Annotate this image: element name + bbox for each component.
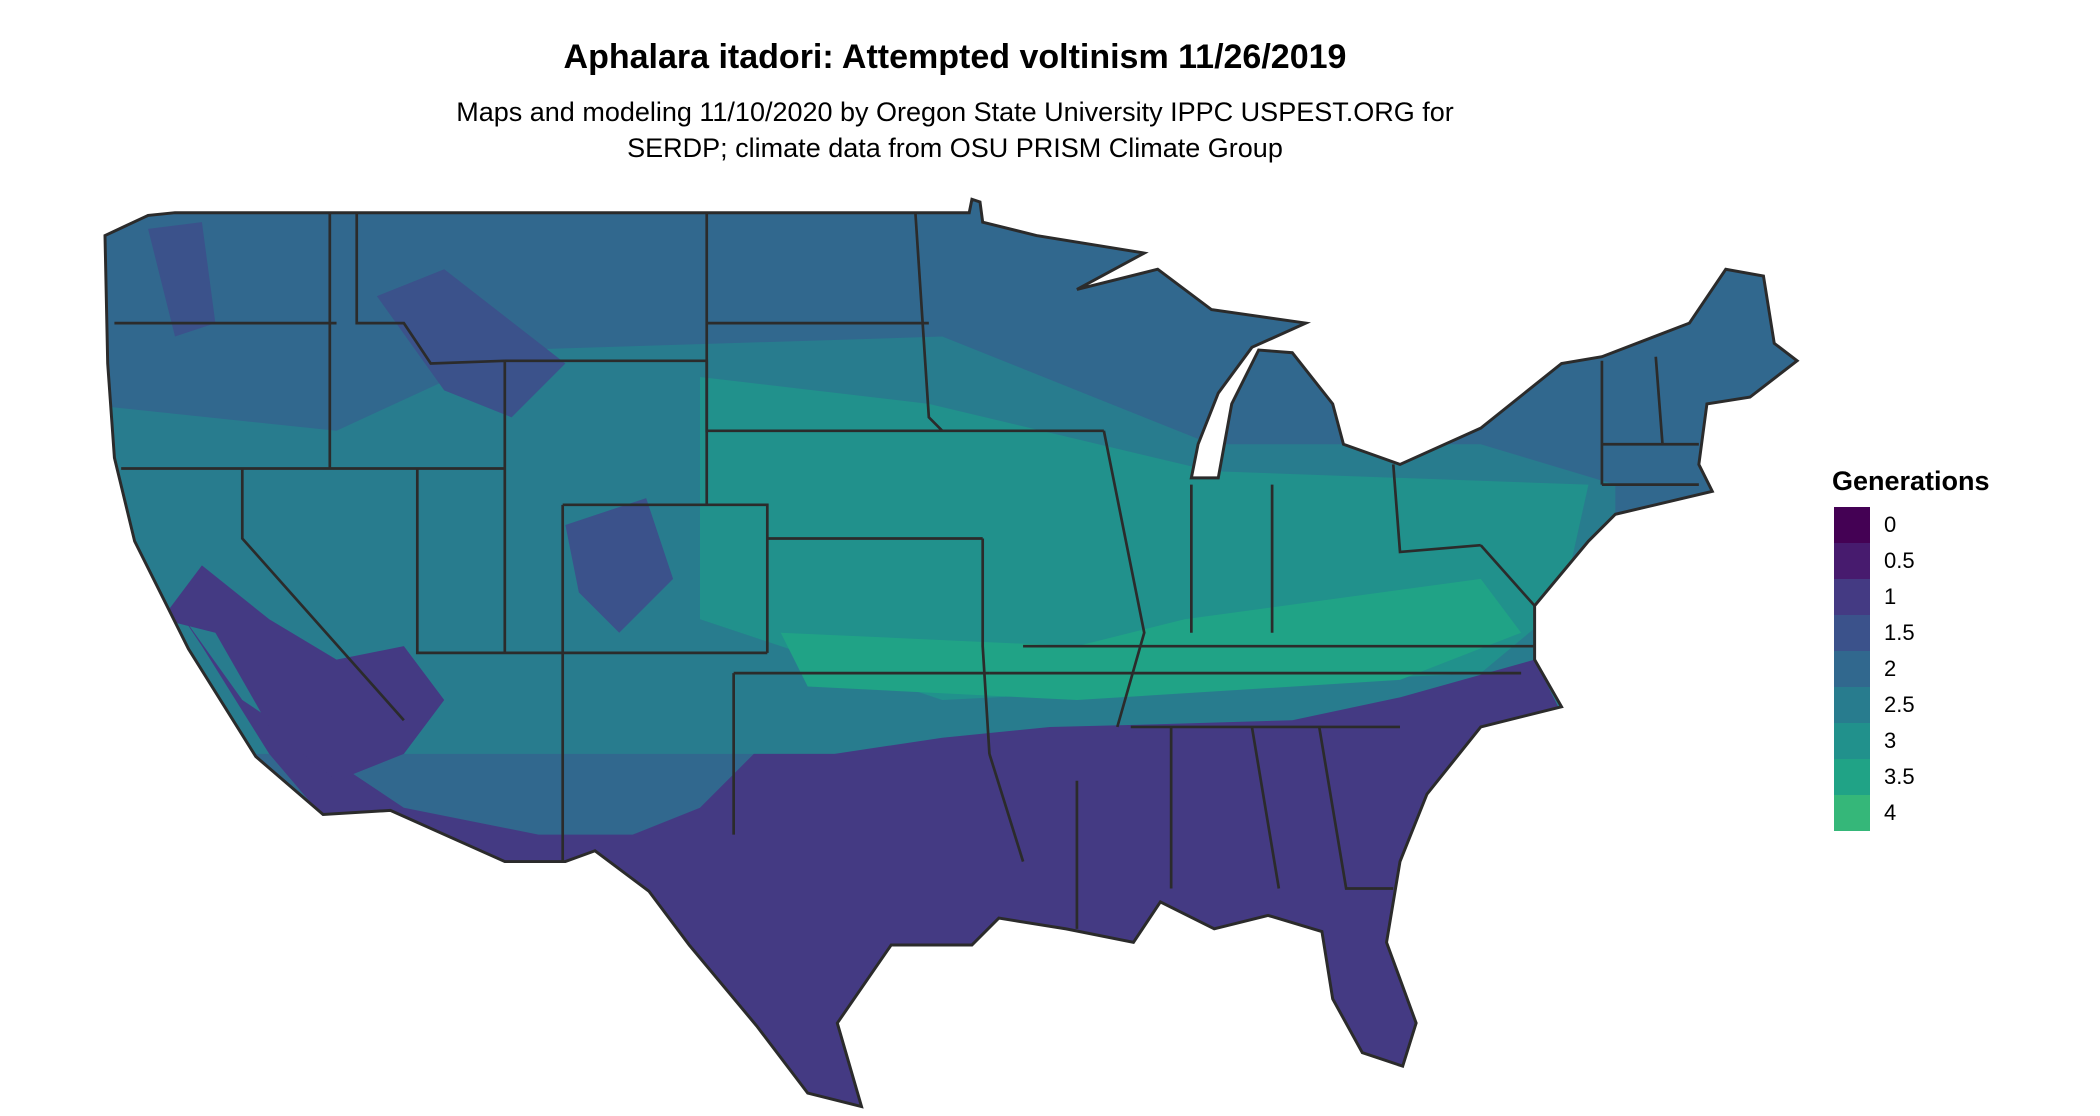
legend-swatch: [1834, 507, 1870, 543]
legend-label: 2.5: [1884, 692, 1915, 717]
legend-label: 3.5: [1884, 764, 1915, 789]
legend-swatch: [1834, 651, 1870, 687]
legend-label: 1: [1884, 584, 1897, 609]
legend-swatch: [1834, 687, 1870, 723]
legend-swatch: [1834, 579, 1870, 615]
legend-item: 2: [1834, 651, 1990, 687]
legend-swatch: [1834, 543, 1870, 579]
legend-item: 0.5: [1834, 543, 1990, 579]
legend-swatch: [1834, 723, 1870, 759]
legend-label: 3: [1884, 728, 1897, 753]
legend-item: 0: [1834, 507, 1990, 543]
legend-label: 1.5: [1884, 620, 1915, 645]
state-border: [989, 356, 1699, 729]
legend-label: 2: [1884, 656, 1897, 681]
legend-swatch: [1834, 615, 1870, 651]
zone-1.5-mountains: [148, 222, 674, 633]
state-border: [705, 212, 1394, 929]
legend-title: Generations: [1832, 466, 1990, 496]
legend-item: 1: [1834, 579, 1990, 615]
legend-items: 0 0.5 1 1.5 2 2.5 3 3.5 4: [1834, 507, 1990, 831]
legend-item: 2.5: [1834, 687, 1990, 723]
legend-item: 3.5: [1834, 759, 1990, 795]
zone-1-west-valleys: [161, 565, 445, 781]
state-borders: [114, 212, 1699, 929]
legend-label: 4: [1884, 800, 1897, 825]
legend-item: 1.5: [1834, 615, 1990, 651]
legend-label: 0: [1884, 512, 1897, 537]
chart-subtitle: Maps and modeling 11/10/2020 by Oregon S…: [0, 94, 1910, 166]
legend-swatch: [1834, 795, 1870, 831]
legend-item: 4: [1834, 795, 1990, 831]
zone-3.5: [780, 578, 1522, 701]
legend-swatch: [1834, 759, 1870, 795]
legend-item: 3: [1834, 723, 1990, 759]
subtitle-line-2: SERDP; climate data from OSU PRISM Clima…: [627, 133, 1283, 163]
chart-title: Aphalara itadori: Attempted voltinism 11…: [563, 38, 1347, 76]
legend: Generations 0 0.5 1 1.5 2 2.5 3 3.5 4: [1832, 466, 1990, 831]
legend-label: 0.5: [1884, 548, 1915, 573]
subtitle-line-1: Maps and modeling 11/10/2020 by Oregon S…: [456, 97, 1454, 127]
